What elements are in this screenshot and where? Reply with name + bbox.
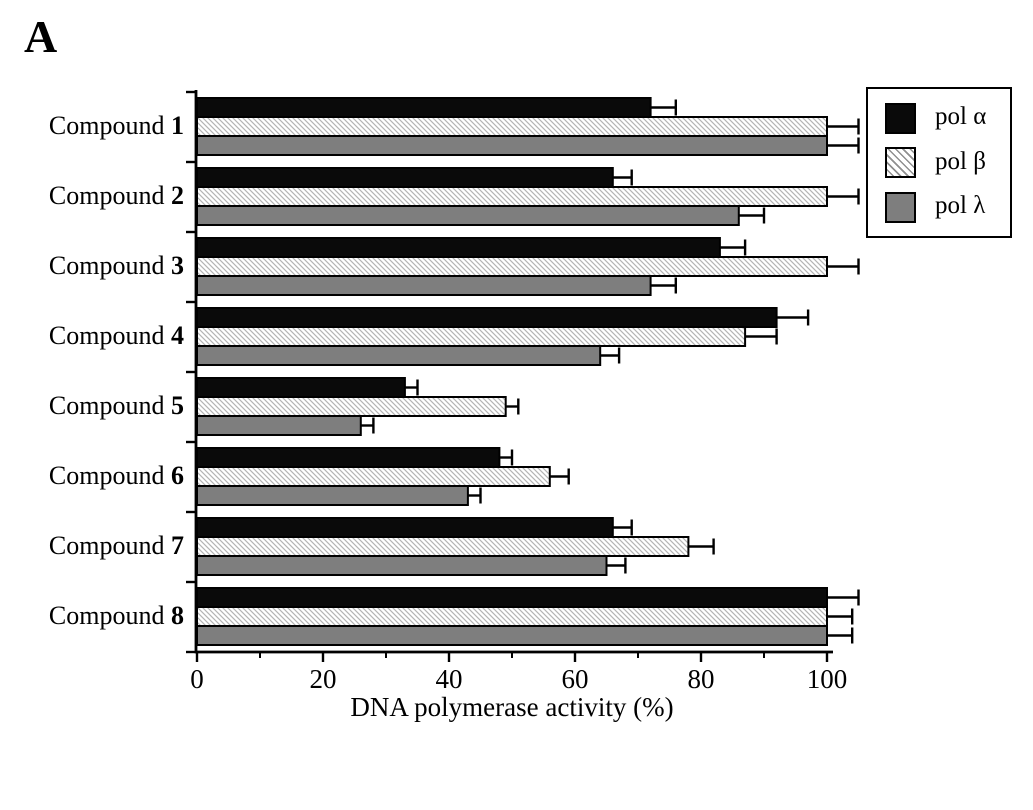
- x-tick-label: 40: [436, 664, 463, 694]
- bar: [196, 555, 608, 576]
- bar: [196, 396, 507, 417]
- bar: [196, 116, 828, 137]
- category-label: Compound 8: [49, 601, 184, 630]
- bar: [196, 205, 740, 226]
- category-label: Compound 4: [49, 321, 184, 350]
- bar: [196, 186, 828, 207]
- category-label: Compound 5: [49, 391, 184, 420]
- x-tick-label: 0: [190, 664, 204, 694]
- bar: [196, 447, 501, 468]
- bar: [196, 135, 828, 156]
- bar: [196, 587, 828, 608]
- bar: [196, 326, 747, 347]
- bar: [196, 517, 614, 538]
- bar: [196, 415, 362, 436]
- x-tick-label: 20: [310, 664, 337, 694]
- bar: [196, 377, 406, 398]
- legend-item-pol-lambda: pol λ: [885, 191, 1010, 223]
- legend-item-pol-alpha: pol α: [885, 102, 1010, 134]
- bar: [196, 237, 721, 258]
- legend-item-pol-beta: pol β: [885, 147, 1010, 178]
- category-label: Compound 6: [49, 461, 184, 490]
- x-axis-title: DNA polymerase activity (%): [350, 692, 673, 722]
- bar: [196, 536, 690, 557]
- legend-swatch-hatch-icon: [885, 147, 916, 178]
- category-label: Compound 1: [49, 111, 184, 140]
- bar: [196, 466, 551, 487]
- category-label: Compound 2: [49, 181, 184, 210]
- legend-swatch-gray-icon: [885, 191, 916, 223]
- bar: [196, 485, 469, 506]
- category-label: Compound 3: [49, 251, 184, 280]
- legend-swatch-black-icon: [885, 102, 916, 134]
- category-label: Compound 7: [49, 531, 184, 560]
- x-tick-label: 80: [688, 664, 715, 694]
- bar: [196, 275, 652, 296]
- x-tick-label: 100: [807, 664, 848, 694]
- legend-label: pol α: [935, 103, 987, 130]
- bar: [196, 606, 828, 627]
- legend-label: pol β: [935, 147, 986, 175]
- bar: [196, 345, 602, 366]
- panel-label: A: [24, 11, 58, 62]
- legend-label: pol λ: [935, 192, 986, 219]
- bar: [196, 307, 778, 328]
- bar: [196, 97, 652, 118]
- bar: [196, 256, 828, 277]
- bar: [196, 167, 614, 188]
- x-tick-label: 60: [562, 664, 589, 694]
- legend: pol α pol β pol λ: [866, 87, 1012, 238]
- bar: [196, 625, 828, 646]
